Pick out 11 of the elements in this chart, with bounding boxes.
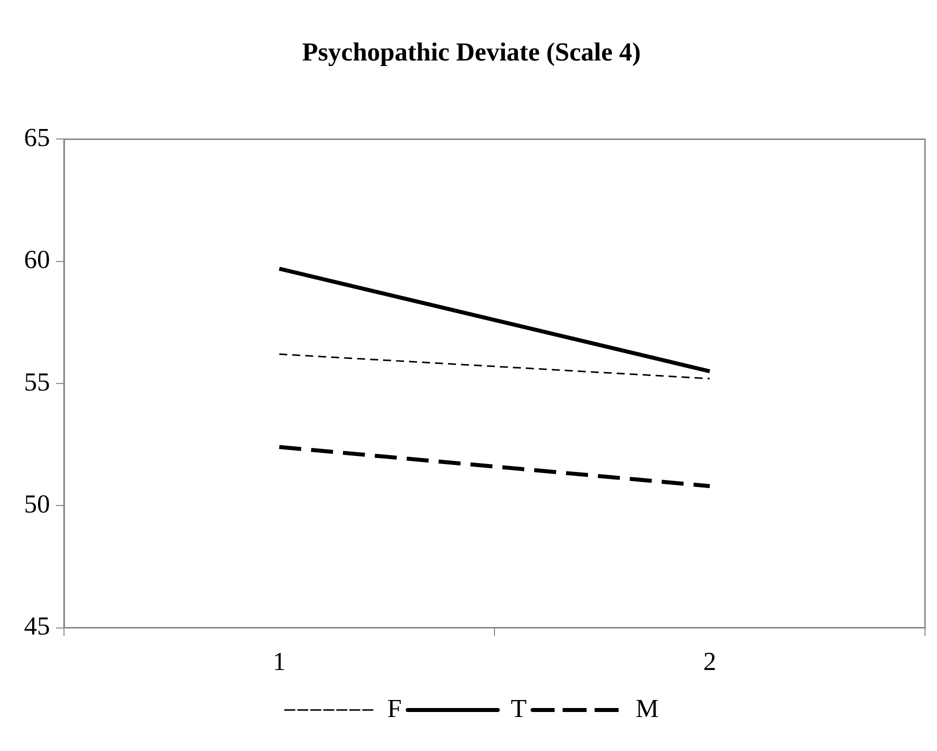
y-tick-label: 60 — [24, 245, 50, 274]
x-tick-label: 2 — [703, 647, 716, 676]
y-tick-label: 55 — [24, 367, 50, 396]
y-tick-label: 50 — [24, 489, 50, 518]
legend-label: M — [636, 694, 659, 723]
y-tick-label: 65 — [24, 123, 50, 152]
legend-label: T — [510, 694, 527, 723]
x-tick-label: 1 — [272, 647, 286, 676]
legend-label: F — [387, 694, 402, 723]
y-tick-label: 45 — [24, 612, 50, 641]
chart-title: Psychopathic Deviate (Scale 4) — [302, 37, 641, 66]
